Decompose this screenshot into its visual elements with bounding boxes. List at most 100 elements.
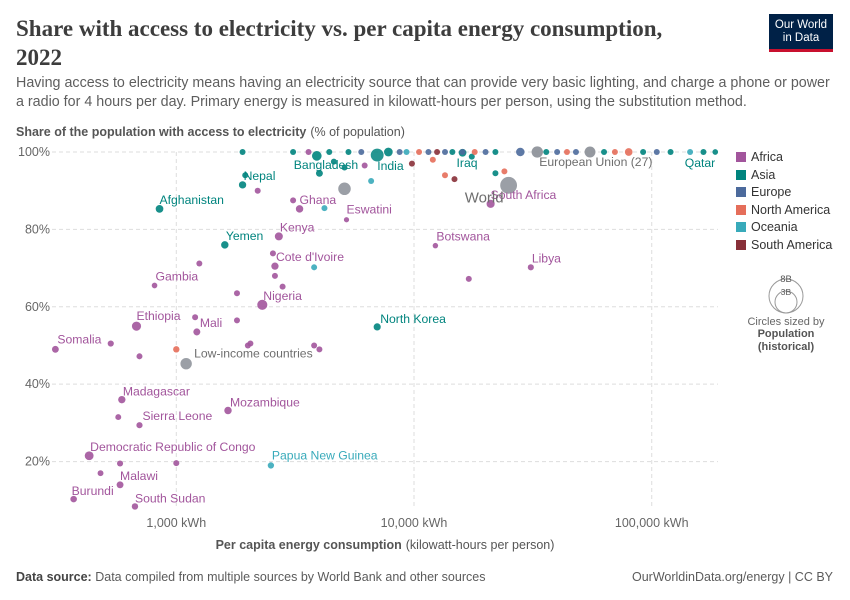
- legend-item-asia[interactable]: Asia: [736, 168, 846, 186]
- legend-item-north-america[interactable]: North America: [736, 203, 846, 221]
- point-yemen[interactable]: [221, 241, 229, 249]
- point-papua-new-guinea[interactable]: [267, 462, 275, 469]
- data-point[interactable]: [311, 342, 318, 349]
- data-point[interactable]: [501, 168, 508, 175]
- point-ghana[interactable]: [295, 205, 304, 213]
- point-eswatini[interactable]: [343, 217, 350, 223]
- data-point[interactable]: [667, 148, 674, 156]
- data-point[interactable]: [341, 164, 348, 171]
- data-point[interactable]: [233, 290, 240, 297]
- data-point[interactable]: [492, 170, 499, 177]
- data-point[interactable]: [192, 314, 199, 321]
- data-point[interactable]: [640, 148, 647, 156]
- data-point[interactable]: [279, 283, 286, 290]
- point-libya[interactable]: [527, 264, 534, 271]
- point-qatar[interactable]: [712, 149, 719, 155]
- point-low-income-countries[interactable]: [179, 357, 193, 371]
- data-point[interactable]: [584, 146, 596, 158]
- point-afghanistan[interactable]: [155, 205, 164, 213]
- data-point[interactable]: [516, 147, 525, 157]
- data-point[interactable]: [572, 148, 579, 156]
- data-point[interactable]: [416, 148, 423, 156]
- data-point[interactable]: [345, 148, 352, 156]
- data-point[interactable]: [451, 176, 458, 183]
- legend-item-europe[interactable]: Europe: [736, 185, 846, 203]
- data-point[interactable]: [330, 158, 337, 165]
- data-point[interactable]: [384, 147, 393, 157]
- data-point[interactable]: [687, 148, 694, 156]
- point-gambia[interactable]: [151, 282, 158, 289]
- data-point[interactable]: [326, 148, 333, 156]
- data-point[interactable]: [254, 187, 261, 194]
- data-point[interactable]: [554, 148, 561, 156]
- data-point[interactable]: [492, 148, 499, 156]
- data-point[interactable]: [136, 353, 143, 360]
- point-ethiopia[interactable]: [131, 321, 142, 331]
- point-malawi[interactable]: [116, 481, 124, 489]
- data-point[interactable]: [239, 148, 246, 156]
- data-point[interactable]: [459, 148, 466, 156]
- point-india[interactable]: [369, 147, 385, 163]
- legend-item-africa[interactable]: Africa: [736, 150, 846, 168]
- data-point[interactable]: [290, 197, 297, 204]
- data-point[interactable]: [653, 148, 660, 156]
- data-point[interactable]: [624, 148, 633, 156]
- point-south-sudan[interactable]: [131, 503, 139, 510]
- data-point[interactable]: [305, 148, 312, 156]
- data-point[interactable]: [471, 148, 478, 156]
- data-point[interactable]: [465, 275, 472, 282]
- data-point[interactable]: [482, 148, 489, 156]
- point-somalia[interactable]: [51, 345, 59, 353]
- footer-url[interactable]: OurWorldinData.org/energy | CC BY: [631, 570, 833, 584]
- data-point[interactable]: [358, 148, 365, 156]
- data-point[interactable]: [429, 156, 436, 163]
- point-south-africa[interactable]: [486, 199, 495, 208]
- data-point[interactable]: [117, 460, 124, 467]
- data-point[interactable]: [434, 148, 441, 156]
- point-democratic-republic-of-congo[interactable]: [84, 451, 94, 461]
- data-point[interactable]: [563, 148, 570, 156]
- data-point[interactable]: [449, 148, 456, 156]
- point-kenya[interactable]: [274, 232, 283, 241]
- data-point[interactable]: [403, 148, 410, 156]
- data-point[interactable]: [337, 181, 352, 196]
- point-burundi[interactable]: [70, 495, 77, 503]
- point-north-korea[interactable]: [373, 323, 381, 331]
- legend-item-oceania[interactable]: Oceania: [736, 220, 846, 238]
- data-point[interactable]: [611, 148, 618, 156]
- data-point[interactable]: [233, 317, 240, 324]
- data-point[interactable]: [107, 340, 114, 347]
- data-point[interactable]: [242, 172, 249, 179]
- point-nigeria[interactable]: [257, 299, 268, 310]
- data-point[interactable]: [115, 414, 122, 421]
- data-point[interactable]: [316, 346, 323, 353]
- data-point[interactable]: [173, 346, 180, 353]
- data-point[interactable]: [311, 264, 318, 271]
- data-point[interactable]: [361, 162, 368, 169]
- data-point[interactable]: [441, 148, 449, 156]
- data-point[interactable]: [468, 153, 475, 160]
- point-sierra-leone[interactable]: [136, 422, 143, 429]
- point-nepal[interactable]: [238, 181, 247, 189]
- data-point[interactable]: [700, 148, 707, 156]
- data-point[interactable]: [97, 470, 104, 477]
- point-mozambique[interactable]: [224, 406, 232, 415]
- point-madagascar[interactable]: [118, 395, 126, 404]
- point-mali[interactable]: [193, 328, 201, 336]
- data-point[interactable]: [543, 148, 550, 156]
- data-point[interactable]: [247, 340, 254, 347]
- data-point[interactable]: [396, 148, 403, 156]
- data-point[interactable]: [321, 205, 328, 212]
- data-point[interactable]: [368, 178, 375, 185]
- data-point[interactable]: [173, 460, 180, 467]
- point-cote-d-ivoire[interactable]: [271, 262, 279, 270]
- data-point[interactable]: [290, 148, 297, 156]
- data-point[interactable]: [269, 250, 276, 257]
- data-point[interactable]: [441, 172, 449, 179]
- legend-item-south-america[interactable]: South America: [736, 238, 846, 256]
- point-bangladesh[interactable]: [311, 151, 322, 161]
- data-point[interactable]: [601, 148, 608, 156]
- data-point[interactable]: [271, 272, 278, 279]
- point-world[interactable]: [499, 176, 518, 195]
- owid-logo[interactable]: Our World in Data: [769, 14, 833, 52]
